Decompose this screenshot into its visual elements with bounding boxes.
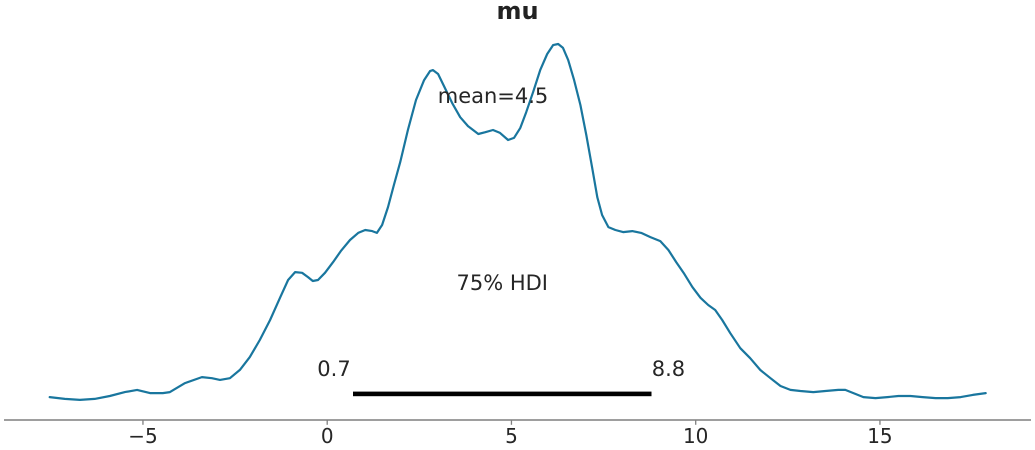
x-tick-label: 0 [320,424,334,448]
hdi-upper-label: 8.8 [651,357,686,381]
x-tick-label: 10 [682,424,709,448]
density-curve [48,42,987,401]
x-tick-label: −5 [128,424,158,448]
plot-title: mu [496,0,539,25]
hdi-lower-label: 0.7 [317,357,351,381]
hdi-label: 75% HDI [456,271,548,295]
x-tick-label: 5 [505,424,518,448]
hdi-bar [353,391,652,397]
x-axis-ticks [142,420,881,425]
mean-label: mean=4.5 [437,84,549,108]
x-tick-label: 15 [867,424,893,448]
